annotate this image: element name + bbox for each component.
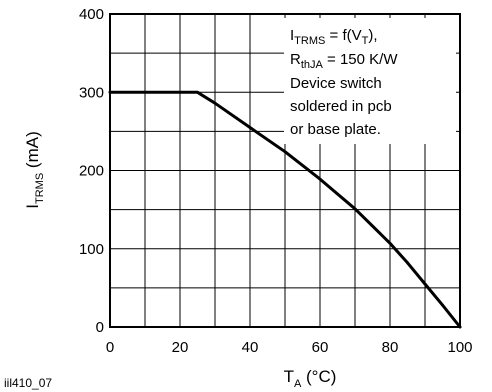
x-tick-label: 60 <box>312 339 329 356</box>
data-point <box>213 101 217 105</box>
annotation-line-4: soldered in pcb <box>290 98 392 115</box>
x-tick-label: 0 <box>106 339 114 356</box>
y-tick-label: 400 <box>79 6 104 23</box>
y-axis-title: ITRMS (mA) <box>23 131 46 208</box>
annotation-line-3: Device switch <box>290 75 382 92</box>
annotation-line-1: ITRMS = f(VT), <box>290 27 378 47</box>
x-axis-title: TA (°C) <box>284 367 337 390</box>
y-tick-labels: 0 100 200 300 400 <box>79 6 104 336</box>
data-point <box>423 282 427 286</box>
series-line <box>108 90 462 329</box>
figure-id: iil410_07 <box>4 376 52 390</box>
x-tick-label: 20 <box>172 339 189 356</box>
annotation-line-5: or base plate. <box>290 121 381 138</box>
chart-annotation: ITRMS = f(VT), RthJA = 150 K/W Device sw… <box>290 27 398 138</box>
x-tick-label: 80 <box>382 339 399 356</box>
annotation-background <box>284 18 456 144</box>
y-tick-label: 200 <box>79 163 104 180</box>
annotation-line-2: RthJA = 150 K/W <box>290 51 398 71</box>
data-point <box>283 150 287 154</box>
y-tick-label: 100 <box>79 241 104 258</box>
data-point <box>248 126 252 129</box>
x-tick-label: 100 <box>447 339 472 356</box>
x-tick-label: 40 <box>242 339 259 356</box>
data-point <box>196 90 199 94</box>
data-point <box>388 241 392 245</box>
data-point <box>441 303 444 307</box>
y-tick-label: 0 <box>96 319 104 336</box>
data-point <box>406 261 409 265</box>
x-tick-labels: 0 20 40 60 80 100 <box>106 339 473 356</box>
data-point <box>318 177 322 181</box>
plot-frame <box>109 13 461 328</box>
y-tick-label: 300 <box>79 84 104 101</box>
data-point <box>353 207 357 211</box>
